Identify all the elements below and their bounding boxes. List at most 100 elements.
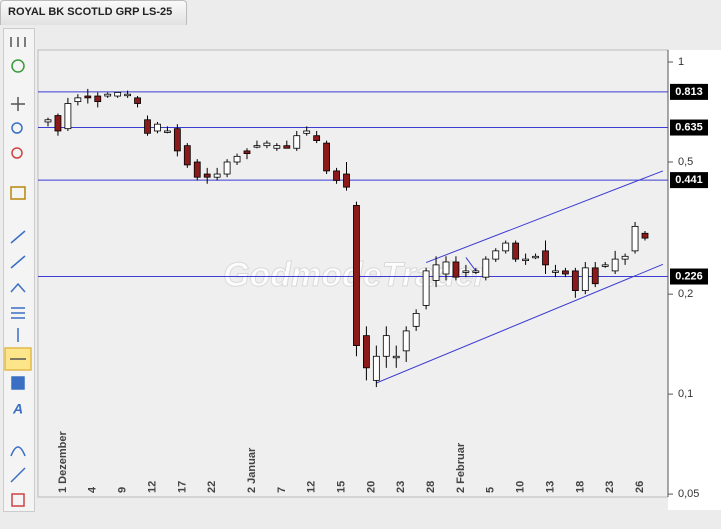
y-tick-label: 0,5 <box>678 156 693 168</box>
candle-body <box>273 145 281 149</box>
candle-body <box>144 119 151 134</box>
trend-line <box>376 263 664 384</box>
x-tick-label: 7 <box>276 487 288 493</box>
x-tick-label: 17 <box>176 481 188 493</box>
x-tick-label: 1 Dezember <box>57 431 69 493</box>
candle-body <box>492 250 500 260</box>
candle-body <box>54 115 62 132</box>
level-label-box <box>670 83 708 100</box>
candle-body <box>193 161 201 178</box>
candle-body <box>233 155 241 163</box>
candle-body <box>482 258 490 278</box>
candle-body <box>432 264 440 281</box>
y-tick-label: 1 <box>678 56 684 68</box>
candle-body <box>64 103 72 130</box>
trend-line <box>425 170 664 264</box>
candle-body <box>552 270 559 273</box>
candle-body <box>243 150 251 154</box>
candle-body <box>601 264 609 267</box>
candle-body <box>333 170 340 181</box>
y-tick-label: 0,05 <box>678 488 699 500</box>
y-tick-label: 0,1 <box>678 388 693 400</box>
candle-body <box>522 258 529 262</box>
level-label: 0.635 <box>675 121 703 133</box>
candle-body <box>343 173 350 188</box>
candle-body <box>591 267 599 285</box>
x-tick-label: 4 <box>87 486 99 493</box>
candle-body <box>84 95 92 99</box>
x-tick-label: 2 Februar <box>455 442 467 493</box>
x-tick-label: 12 <box>306 481 318 493</box>
candle-body <box>542 250 549 266</box>
candle-body <box>581 267 589 291</box>
x-tick-label: 5 <box>485 487 497 493</box>
candle-body <box>472 270 480 273</box>
candle-body <box>124 93 131 97</box>
candle-body <box>323 142 331 172</box>
candle-body <box>154 123 161 132</box>
candle-body <box>571 270 579 291</box>
candle-body <box>502 242 510 252</box>
x-tick-label: 15 <box>335 481 347 493</box>
candle-body <box>402 330 410 352</box>
candle-body <box>412 313 420 327</box>
x-tick-label: 18 <box>574 481 586 493</box>
x-tick-label: 13 <box>544 481 556 493</box>
x-tick-label: 2 Januar <box>246 447 258 493</box>
candle-body <box>183 145 191 166</box>
level-label-box <box>670 268 708 285</box>
trend-line <box>465 257 477 272</box>
candle-body <box>134 97 141 104</box>
candle-body <box>283 145 291 149</box>
x-tick-label: 9 <box>117 487 129 493</box>
svg-text:A: A <box>12 401 23 417</box>
candle-body <box>163 130 171 133</box>
candle-body <box>94 95 102 103</box>
level-label-box <box>670 119 708 136</box>
candle-body <box>362 335 370 369</box>
x-tick-label: 12 <box>146 481 158 493</box>
toolbar-icons: A <box>4 37 32 507</box>
candle-body <box>611 258 619 272</box>
level-label: 0.441 <box>675 174 703 186</box>
tab[interactable] <box>0 0 187 25</box>
candle-body <box>293 135 301 149</box>
y-tick-label: 0,2 <box>678 288 693 300</box>
candle-body <box>44 119 52 123</box>
x-tick-label: 10 <box>515 481 527 493</box>
tab-title: ROYAL BK SCOTLD GRP LS-25 <box>8 6 173 18</box>
candle-body <box>303 130 311 134</box>
x-tick-label: 26 <box>634 481 646 493</box>
candle-body <box>462 270 470 273</box>
candle-body <box>382 335 390 357</box>
candle-body <box>213 173 221 178</box>
x-tick-label: 20 <box>365 481 377 493</box>
candle-body <box>621 255 629 260</box>
candle-body <box>173 128 181 152</box>
candle-body <box>372 355 380 381</box>
x-tick-label: 28 <box>425 481 437 493</box>
candle-body <box>641 232 649 239</box>
candle-body <box>442 261 450 275</box>
level-label: 0.813 <box>675 86 703 98</box>
candle-body <box>114 92 122 97</box>
candle-body <box>223 161 231 175</box>
candle-body <box>253 145 261 148</box>
candle-body <box>353 205 360 346</box>
candle-body <box>452 261 460 278</box>
level-label: 0.226 <box>675 270 703 282</box>
level-label-box <box>670 172 708 189</box>
candle-body <box>422 270 430 306</box>
candle-body <box>104 93 112 97</box>
candle-body <box>203 173 211 178</box>
candle-body <box>532 255 539 259</box>
x-tick-label: 23 <box>395 481 407 493</box>
x-tick-label: 23 <box>604 481 616 493</box>
x-tick-label: 22 <box>206 481 218 493</box>
toolbar <box>3 28 35 512</box>
candle-body <box>631 225 639 252</box>
candle-body <box>263 142 271 147</box>
candle-body <box>313 135 321 141</box>
